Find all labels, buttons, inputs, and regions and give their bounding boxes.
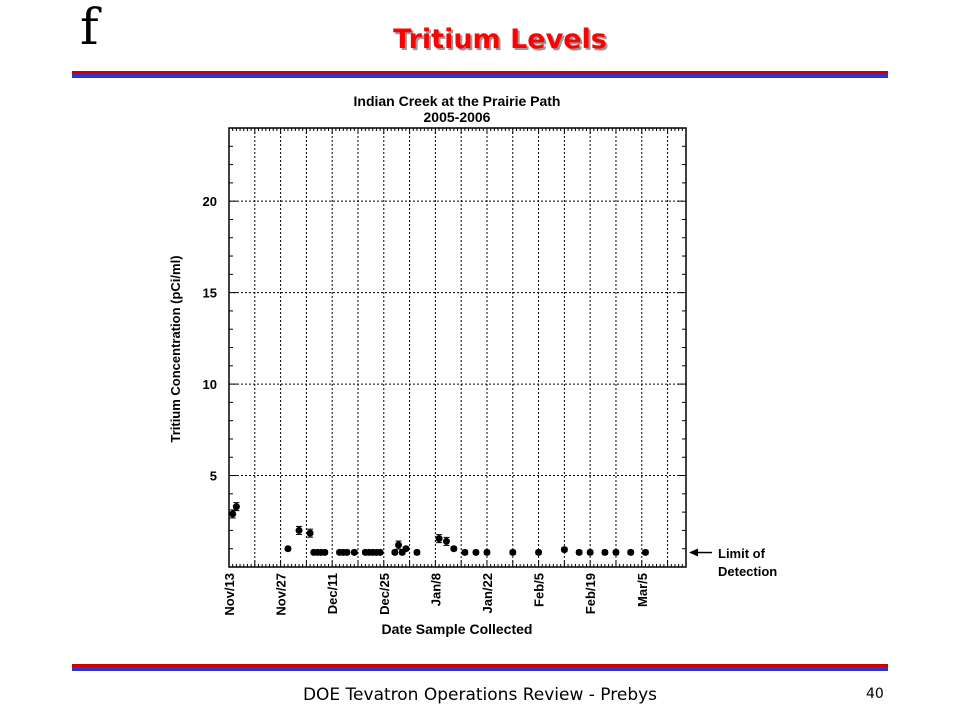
chart-grid [228,127,687,568]
data-marker [641,548,649,556]
slide-title: Tritium Levels [393,24,607,55]
data-marker [560,546,568,554]
data-point [413,548,421,556]
data-point [627,548,635,556]
data-marker [229,510,237,518]
data-point [461,548,469,556]
data-point [442,536,450,546]
data-point [472,548,480,556]
x-tick-label: Feb/19 [583,573,598,614]
data-marker [306,529,314,537]
limit-of-detection-marker: Limit of Detection [689,546,777,579]
data-marker [402,545,410,553]
data-marker [413,548,421,556]
y-tick-label: 20 [203,194,217,209]
data-point [612,548,620,556]
data-marker [232,503,240,511]
data-marker [442,537,450,545]
limit-label-line2: Detection [718,564,777,579]
y-tick-label: 10 [203,377,217,392]
data-point [284,545,292,553]
data-marker [575,548,583,556]
data-point [560,546,568,554]
data-point [376,548,384,556]
footer-text: DOE Tevatron Operations Review - Prebys [302,685,658,705]
x-tick-label: Nov/27 [274,573,289,616]
data-point [395,540,403,550]
limit-arrow-head [689,548,698,557]
data-marker [612,548,620,556]
x-tick-label: Dec/11 [325,573,340,614]
data-marker [350,548,358,556]
data-marker [450,545,458,553]
chart-title: Indian Creek at the Prairie Path [354,93,561,109]
y-tick-label: 5 [210,469,217,484]
chart-subtitle: 2005-2006 [424,109,491,125]
x-axis-label: Date Sample Collected [382,621,533,637]
data-marker [321,548,329,556]
data-marker [461,548,469,556]
data-marker [483,548,491,556]
data-point [229,509,237,519]
x-tick-label: Jan/8 [428,573,443,606]
data-point [575,548,583,556]
x-tick-label: Nov/13 [222,573,237,616]
data-point [509,548,517,556]
data-point [641,548,649,556]
data-marker [376,548,384,556]
data-point [435,534,443,544]
data-point [350,548,358,556]
data-marker [295,526,303,534]
top-divider [72,71,888,78]
data-points [229,502,649,556]
plot-frame [228,127,687,568]
data-point [586,548,594,556]
y-axis-ticks: 5 10 15 20 [203,145,686,550]
data-marker [627,548,635,556]
data-point [601,548,609,556]
data-marker [535,548,543,556]
y-axis-label: Tritium Concentration (pCi/ml) [168,255,183,442]
data-marker [284,545,292,553]
data-point [535,548,543,556]
data-marker [586,548,594,556]
bottom-divider [72,664,888,671]
fermilab-logo: f [80,0,99,56]
data-marker [343,548,351,556]
x-tick-label: Jan/22 [480,573,495,613]
x-tick-label: Dec/25 [377,573,392,615]
data-point [402,545,410,553]
page-number: 40 [866,686,884,702]
y-tick-label: 15 [203,286,217,301]
data-marker [391,548,399,556]
data-marker [509,548,517,556]
limit-label-line1: Limit of [718,546,766,561]
data-point [321,548,329,556]
data-point [232,502,240,512]
x-tick-label: Mar/5 [635,573,650,607]
data-marker [395,541,403,549]
data-marker [472,548,480,556]
data-point [295,525,303,535]
x-tick-label: Feb/5 [532,573,547,607]
data-point [343,548,351,556]
data-point [450,545,458,553]
data-marker [435,535,443,543]
data-point [306,528,314,538]
data-point [391,548,399,556]
data-point [483,548,491,556]
data-marker [601,548,609,556]
x-axis-ticks: Nov/13 Nov/27 Dec/11 Dec/25 Jan/8 Jan/22 Feb/5… [222,128,683,616]
